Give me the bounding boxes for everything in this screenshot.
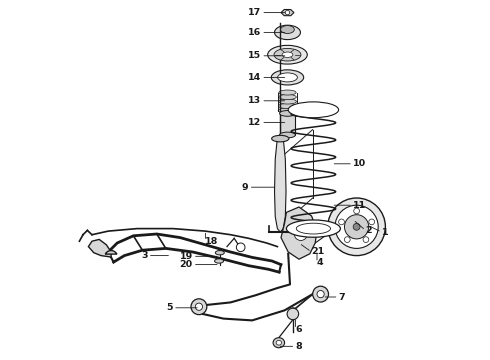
Ellipse shape [268, 45, 307, 64]
Circle shape [369, 219, 374, 225]
Circle shape [191, 299, 207, 315]
Text: 5: 5 [167, 303, 173, 312]
Text: 2: 2 [366, 226, 372, 235]
Circle shape [236, 243, 245, 252]
Ellipse shape [279, 90, 296, 95]
Ellipse shape [280, 132, 295, 138]
Polygon shape [274, 138, 286, 232]
Text: 12: 12 [248, 118, 261, 127]
Text: 4: 4 [317, 258, 323, 267]
Ellipse shape [271, 135, 289, 142]
Ellipse shape [279, 94, 296, 100]
Circle shape [328, 198, 386, 256]
Text: 1: 1 [382, 228, 389, 237]
Circle shape [313, 286, 328, 302]
Circle shape [353, 223, 360, 230]
Ellipse shape [215, 259, 223, 263]
Text: 6: 6 [295, 325, 302, 334]
Text: 3: 3 [141, 251, 148, 260]
Polygon shape [105, 251, 117, 254]
Text: 15: 15 [248, 51, 261, 60]
Text: 11: 11 [353, 201, 366, 210]
Text: 9: 9 [242, 183, 248, 192]
Ellipse shape [278, 99, 296, 104]
Ellipse shape [278, 108, 297, 113]
Circle shape [294, 228, 307, 240]
Ellipse shape [274, 49, 301, 61]
Text: 21: 21 [312, 248, 325, 256]
Text: 13: 13 [248, 96, 261, 105]
Circle shape [285, 10, 290, 15]
Ellipse shape [271, 70, 304, 85]
Ellipse shape [273, 338, 285, 348]
Ellipse shape [282, 52, 293, 57]
Circle shape [339, 219, 344, 225]
Circle shape [287, 308, 298, 320]
Circle shape [335, 205, 378, 248]
Text: 10: 10 [353, 159, 366, 168]
Ellipse shape [276, 341, 282, 345]
Circle shape [344, 237, 350, 243]
Ellipse shape [288, 102, 339, 118]
Polygon shape [281, 207, 317, 259]
Ellipse shape [277, 73, 297, 82]
Circle shape [344, 215, 368, 239]
Text: 16: 16 [248, 28, 261, 37]
Text: 8: 8 [295, 342, 302, 351]
Circle shape [363, 237, 369, 243]
Text: 18: 18 [205, 237, 219, 246]
Ellipse shape [215, 251, 224, 255]
Text: 14: 14 [248, 73, 261, 82]
Bar [280, 113, 295, 135]
Polygon shape [88, 239, 111, 257]
Circle shape [196, 303, 202, 310]
Circle shape [317, 291, 324, 298]
Ellipse shape [296, 223, 330, 234]
Ellipse shape [281, 26, 294, 33]
Text: 20: 20 [180, 260, 193, 269]
Ellipse shape [280, 111, 295, 116]
Text: 7: 7 [339, 292, 345, 302]
Circle shape [354, 208, 360, 214]
Ellipse shape [274, 25, 300, 40]
Ellipse shape [278, 104, 296, 109]
Polygon shape [281, 9, 294, 16]
Text: 19: 19 [179, 252, 193, 261]
Ellipse shape [286, 220, 341, 237]
Text: 17: 17 [248, 8, 261, 17]
